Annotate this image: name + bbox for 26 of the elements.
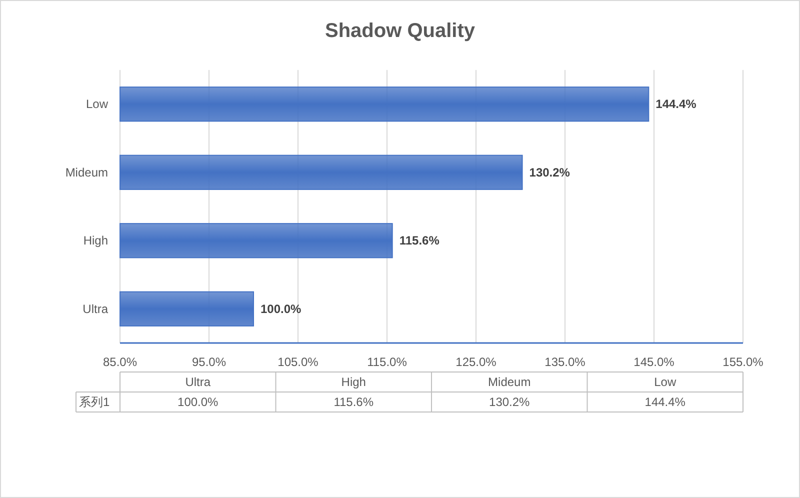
x-tick-label: 115.0% <box>367 355 408 369</box>
x-tick-label: 95.0% <box>192 355 226 369</box>
text: 130.2% <box>489 395 530 409</box>
chart-title: Shadow Quality <box>324 20 476 42</box>
x-tick-label: 105.0% <box>278 355 319 369</box>
text: 144.4% <box>644 395 686 409</box>
data-label: 115.6% <box>399 234 440 248</box>
y-tick-label: Ultra <box>82 302 108 316</box>
y-tick-label: Low <box>86 97 108 112</box>
category-label: Mideum <box>488 375 531 389</box>
data-label: 144.4% <box>656 97 697 112</box>
data-label: 130.2% <box>529 165 570 180</box>
x-tick-label: 85.0% <box>102 355 138 369</box>
category-label: Ultra <box>185 375 211 389</box>
y-tick-label: Mideum <box>65 165 108 180</box>
category-label: Low <box>654 375 676 389</box>
text: 100.0% <box>178 395 218 409</box>
x-tick-label: 125.0% <box>456 355 497 369</box>
data-label: 100.0% <box>260 302 302 316</box>
x-tick-label: 145.0% <box>634 355 675 369</box>
text: 115.6% <box>334 395 374 409</box>
category-label: High <box>341 375 366 389</box>
y-tick-label: High <box>83 234 108 248</box>
x-tick-label: 135.0% <box>544 355 586 369</box>
legend-label: 系列1 <box>79 395 110 409</box>
x-tick-label: 155.0% <box>722 355 764 369</box>
